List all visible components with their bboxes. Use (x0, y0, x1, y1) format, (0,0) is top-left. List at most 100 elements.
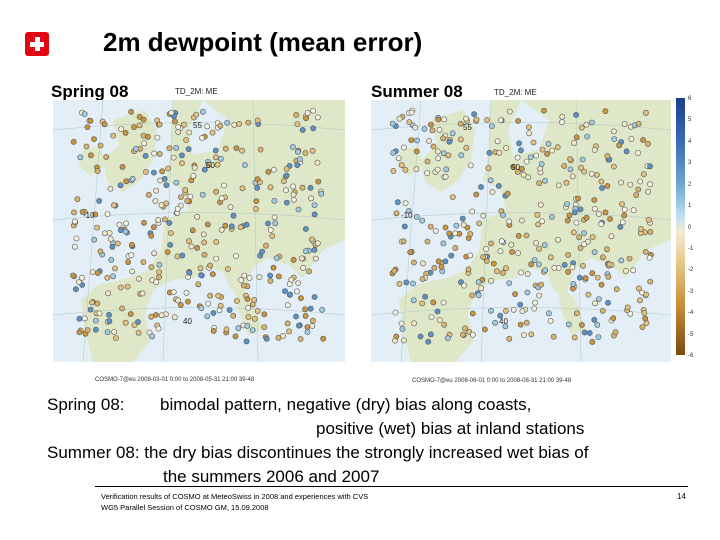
station-marker (307, 184, 314, 191)
station-marker (538, 161, 545, 167)
station-marker (106, 230, 113, 236)
station-marker (488, 240, 494, 247)
station-marker (482, 326, 488, 333)
station-marker (571, 334, 578, 341)
station-marker (83, 143, 90, 150)
station-marker (588, 170, 595, 177)
station-marker (432, 227, 439, 234)
station-marker (280, 332, 286, 339)
station-marker (309, 147, 316, 154)
station-marker (434, 148, 441, 155)
station-marker (129, 176, 136, 182)
station-marker (224, 266, 231, 272)
station-marker (490, 260, 497, 267)
station-marker (297, 156, 303, 162)
station-marker (430, 143, 437, 150)
station-marker (487, 177, 494, 184)
station-marker (578, 164, 584, 171)
station-marker (420, 260, 426, 267)
station-marker (113, 335, 119, 341)
station-marker (427, 223, 434, 230)
station-marker (621, 120, 628, 127)
station-marker (611, 136, 618, 142)
station-marker (618, 257, 625, 264)
station-marker (548, 213, 555, 220)
summer-text: Summer 08: the dry bias discontinues the… (47, 443, 589, 462)
station-marker (243, 221, 250, 228)
station-marker (70, 272, 76, 279)
station-marker (185, 146, 192, 152)
station-marker (413, 166, 420, 173)
station-marker (263, 335, 270, 342)
station-marker (129, 268, 136, 275)
station-marker (486, 149, 493, 156)
station-marker (101, 230, 108, 237)
station-marker (559, 119, 565, 125)
station-marker (228, 223, 235, 230)
station-marker (582, 275, 589, 282)
station-marker (295, 206, 302, 213)
station-marker (559, 113, 566, 120)
station-marker (290, 256, 297, 263)
station-marker (232, 333, 239, 340)
station-marker (186, 269, 193, 276)
station-marker (539, 146, 546, 153)
station-marker (124, 283, 131, 290)
station-marker (555, 236, 561, 243)
station-marker (564, 201, 570, 207)
station-marker (308, 195, 314, 202)
station-marker (306, 268, 312, 275)
station-marker (542, 177, 548, 184)
station-marker (235, 325, 242, 332)
station-marker (127, 311, 134, 317)
station-marker (473, 116, 480, 123)
station-marker (241, 162, 248, 168)
station-marker (621, 206, 628, 213)
station-marker (94, 224, 100, 231)
station-marker (497, 117, 504, 123)
station-marker (467, 231, 474, 237)
station-marker (463, 144, 470, 151)
station-marker (567, 166, 574, 173)
station-marker (581, 329, 588, 336)
station-marker (523, 158, 530, 165)
station-marker (241, 272, 248, 279)
station-marker (544, 151, 550, 157)
station-marker (104, 274, 111, 281)
station-marker (261, 324, 268, 330)
station-marker (156, 261, 163, 268)
station-marker (107, 236, 114, 242)
station-marker (204, 123, 210, 130)
station-marker (136, 275, 142, 282)
station-marker (233, 298, 240, 304)
station-marker (295, 280, 302, 286)
station-marker (218, 195, 225, 202)
station-marker (452, 230, 458, 237)
station-marker (283, 166, 290, 172)
station-marker (251, 315, 258, 322)
station-marker (311, 294, 318, 300)
station-marker (87, 117, 94, 124)
station-marker (131, 322, 138, 328)
colorbar-tick: 0 (688, 224, 692, 231)
station-marker (395, 155, 402, 162)
station-marker (524, 271, 531, 277)
station-marker (400, 238, 407, 245)
station-marker (549, 147, 556, 154)
station-marker (434, 166, 441, 173)
station-marker (391, 267, 398, 274)
station-marker (410, 297, 417, 304)
station-marker (635, 150, 641, 156)
station-marker (267, 278, 274, 284)
station-marker (223, 326, 230, 333)
station-marker (162, 216, 168, 223)
station-marker (445, 152, 452, 159)
station-marker (399, 325, 406, 332)
lat-label-55: 55 (193, 121, 202, 130)
station-marker (309, 323, 316, 329)
station-marker (595, 296, 602, 302)
station-marker (151, 250, 158, 257)
station-marker (475, 292, 482, 299)
station-marker (576, 234, 582, 241)
station-marker (448, 252, 455, 259)
